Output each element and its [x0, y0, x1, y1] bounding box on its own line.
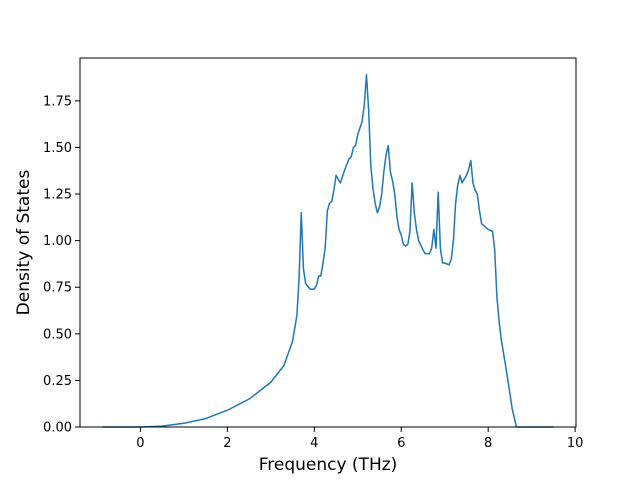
y-tick-label: 1.00 — [43, 234, 72, 249]
x-tick-label: 0 — [136, 436, 144, 451]
y-tick-label: 0.50 — [43, 327, 72, 342]
y-tick-label: 0.25 — [43, 374, 72, 389]
x-tick-label: 2 — [223, 436, 231, 451]
y-axis-label: Density of States — [14, 170, 34, 316]
x-tick-label: 8 — [484, 436, 492, 451]
plot-area — [80, 58, 576, 427]
x-tick-label: 4 — [310, 436, 318, 451]
x-axis-label: Frequency (THz) — [259, 455, 398, 475]
dos-line — [102, 74, 554, 428]
x-tick-label: 6 — [397, 436, 405, 451]
x-tick-label: 10 — [567, 436, 584, 451]
y-tick-label: 0.00 — [43, 421, 72, 436]
y-tick-label: 1.25 — [43, 188, 72, 203]
axes-frame — [79, 57, 577, 428]
y-tick-label: 0.75 — [43, 281, 72, 296]
y-tick-label: 1.75 — [43, 94, 72, 109]
y-tick-label: 1.50 — [43, 141, 72, 156]
